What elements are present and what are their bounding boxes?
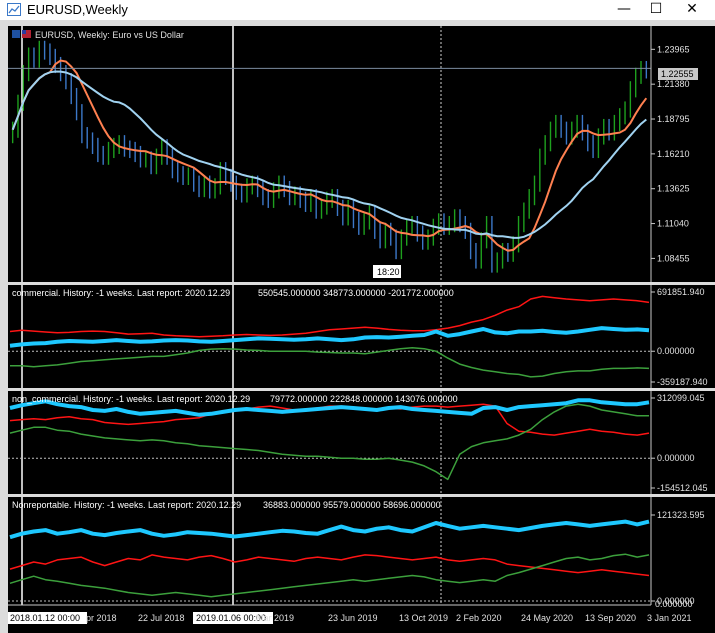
commercial-plot — [8, 285, 651, 388]
current-price-label: 1.22555 — [661, 69, 694, 79]
noncommercial-indicator-panel[interactable]: non_commercial. History: -1 weeks. Last … — [8, 391, 715, 494]
nonreportable-series-1 — [9, 554, 650, 577]
maximize-button[interactable]: ☐ — [649, 1, 663, 17]
minimize-button[interactable]: — — [617, 1, 631, 17]
noncommercial-y-axis: 312099.045 0.000000 -154512.045 — [650, 391, 708, 494]
price-tick-label-4: 1.13625 — [657, 184, 690, 194]
time-axis-label-5: 23 Jun 2019 — [328, 613, 378, 623]
price-tick-label-2: 1.18795 — [657, 114, 690, 124]
time-marker-box — [373, 265, 401, 278]
commercial-indicator-values: 550545.000000 348773.000000 -201772.0000… — [258, 288, 454, 298]
commercial-series-1 — [9, 326, 650, 348]
commercial-y-axis: 691851.940 0.000000 -359187.940 — [650, 285, 708, 388]
nonreportable-plot — [8, 497, 651, 633]
nonreportable-tick-label-1: 0.000000 — [657, 596, 695, 606]
slow-moving-average-line — [11, 70, 647, 239]
chart-title: EURUSD, Weekly: Euro vs US Dollar — [35, 30, 184, 40]
price-plot — [8, 26, 651, 282]
close-button[interactable]: ✕ — [686, 1, 698, 17]
noncommercial-tick-label-0: 312099.045 — [657, 393, 705, 403]
window-title: EURUSD,Weekly — [27, 2, 128, 17]
noncommercial-plot — [8, 391, 651, 494]
noncommercial-tick-label-1: 0.000000 — [657, 453, 695, 463]
time-axis-label-3: 2019.01.06 00:00 — [196, 613, 266, 623]
price-tick-label-1: 1.21380 — [657, 79, 690, 89]
commercial-series-0 — [9, 295, 650, 338]
bottom-scale-value: 0.000000 — [655, 599, 693, 609]
euro-flag-icon — [12, 30, 20, 38]
nonreportable-indicator-label: Nonreportable. History: -1 weeks. Last r… — [12, 500, 241, 510]
time-axis-label-7: 2 Feb 2020 — [456, 613, 502, 623]
time-label-box-0 — [8, 612, 87, 624]
time-x-axis: 2018.01.12 00:00 pr 2018 22 Jul 2018 2019.0… — [8, 599, 715, 633]
time-marker: 18:20 — [377, 267, 400, 277]
chart-app-icon — [7, 3, 21, 16]
commercial-tick-label-0: 691851.940 — [657, 287, 705, 297]
commercial-series-2 — [10, 347, 650, 378]
commercial-indicator-label: commercial. History: -1 weeks. Last repo… — [12, 288, 230, 298]
nonreportable-series-0 — [9, 519, 650, 540]
nonreportable-series-2 — [9, 553, 650, 598]
noncommercial-series-1 — [9, 398, 650, 417]
price-chart-panel[interactable]: EURUSD, Weekly: Euro vs US Dollar 18:20 … — [8, 26, 715, 282]
nonreportable-indicator-values: 36883.000000 95579.000000 58696.000000 — [263, 500, 441, 510]
time-axis-label-0: 2018.01.12 00:00 — [10, 613, 80, 623]
time-axis-label-8: 24 May 2020 — [521, 613, 573, 623]
time-axis-label-2: 22 Jul 2018 — [138, 613, 185, 623]
commercial-indicator-panel[interactable]: commercial. History: -1 weeks. Last repo… — [8, 285, 715, 388]
window-titlebar: EURUSD,Weekly — ☐ ✕ — [0, 0, 715, 20]
time-axis-label-10: 3 Jan 2021 — [647, 613, 692, 623]
time-axis-strip — [8, 605, 715, 633]
price-tick-label-5: 1.11040 — [657, 219, 689, 229]
nonreportable-tick-label-0: 121323.595 — [657, 510, 705, 520]
current-price-box — [658, 68, 698, 80]
time-label-box-3 — [193, 612, 273, 624]
price-tick-label-0: 1.23965 — [657, 44, 690, 54]
fast-moving-average-line — [11, 59, 648, 252]
time-axis-label-1: pr 2018 — [86, 613, 117, 623]
time-axis-label-9: 13 Sep 2020 — [585, 613, 636, 623]
nonreportable-indicator-panel[interactable]: Nonreportable. History: -1 weeks. Last r… — [8, 497, 715, 633]
time-axis-label-4: Mar 2019 — [256, 613, 294, 623]
commercial-tick-label-1: 0.000000 — [657, 346, 695, 356]
us-flag-icon — [22, 30, 31, 38]
noncommercial-series-2 — [9, 403, 649, 481]
noncommercial-tick-label-2: -154512.045 — [657, 483, 708, 493]
noncommercial-indicator-label: non_commercial. History: -1 weeks. Last … — [12, 394, 250, 404]
price-y-axis: 1.23965 1.21380 1.18795 1.16210 1.13625 1.110… — [650, 26, 690, 282]
noncommercial-indicator-values: 79772.000000 222848.000000 143076.000000 — [270, 394, 458, 404]
commercial-tick-label-2: -359187.940 — [657, 377, 708, 387]
time-axis-label-6: 13 Oct 2019 — [399, 613, 448, 623]
price-tick-label-3: 1.16210 — [657, 149, 690, 159]
price-tick-label-6: 1.08455 — [657, 253, 690, 263]
